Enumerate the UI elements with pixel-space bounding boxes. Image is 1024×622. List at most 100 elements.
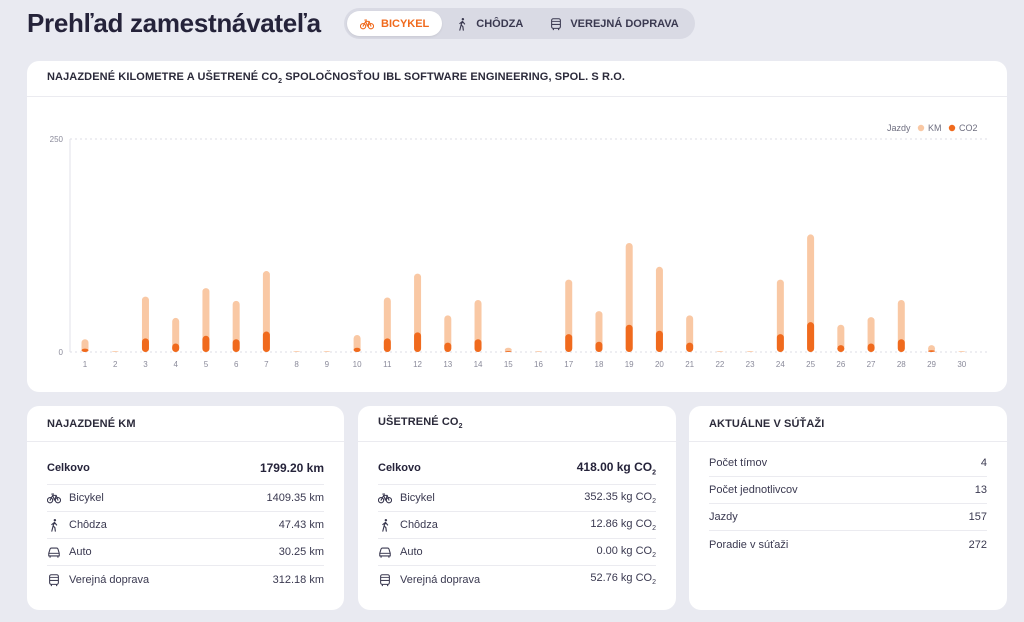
competition-row-value: 4 — [980, 457, 987, 469]
x-tick-label: 9 — [325, 360, 330, 369]
km-row-label: Auto — [69, 546, 92, 558]
co2-bar — [837, 345, 845, 352]
co2-unit-sub: 2 — [652, 498, 656, 506]
co2-row-bicycle: Bicykel 352.35 kg CO2 — [378, 485, 656, 512]
co2-bar — [565, 334, 573, 352]
x-tick-label: 20 — [655, 360, 664, 369]
km-row-car: Auto 30.25 km — [47, 539, 324, 566]
co2-total-row: Celkovo 418.00 kg CO2 — [378, 452, 656, 485]
x-tick-label: 7 — [264, 360, 269, 369]
km-card-header: Najazdené KM — [27, 406, 344, 442]
co2-card: Ušetrené CO2 Celkovo 418.00 kg CO2 Bicyk… — [358, 406, 676, 610]
co2-bar — [504, 351, 512, 352]
km-bar — [81, 339, 89, 352]
co2-row-value: 52.76 kg CO2 — [590, 572, 656, 586]
co2-total-label: Celkovo — [378, 462, 421, 474]
km-row-label: Chôdza — [69, 519, 107, 531]
x-tick-label: 8 — [294, 360, 299, 369]
competition-row-value: 157 — [968, 511, 987, 523]
km-row-value: 30.25 km — [278, 546, 324, 558]
co2-row-value: 12.86 kg CO2 — [590, 518, 656, 532]
x-tick-label: 16 — [534, 360, 543, 369]
tab-walking-label: Chôdza — [476, 17, 524, 30]
x-tick-label: 23 — [746, 360, 755, 369]
co2-title-part1: Ušetrené CO — [378, 416, 459, 429]
competition-row-label: Jazdy — [709, 511, 738, 523]
car-icon — [47, 545, 61, 559]
km-row-label: Verejná doprava — [69, 573, 150, 586]
legend-km-label: KM — [928, 123, 942, 133]
x-tick-label: 27 — [867, 360, 876, 369]
chart-title-sub: 2 — [278, 78, 283, 86]
transport-mode-tabs: Bicykel Chôdza Verejná doprava — [344, 8, 695, 39]
km-bar — [323, 351, 331, 352]
chart-title-part1: Najazdené kilometre a ušetrené CO — [47, 71, 279, 84]
bicycle-icon — [47, 491, 61, 505]
km-bar — [414, 273, 422, 352]
x-tick-label: 13 — [443, 360, 452, 369]
co2-bar — [595, 341, 603, 352]
chart-card-title: Najazdené kilometre a ušetrené CO2 spolo… — [47, 71, 625, 85]
km-bar — [655, 266, 663, 352]
x-tick-label: 6 — [234, 360, 239, 369]
x-tick-label: 30 — [957, 360, 966, 369]
km-bar — [111, 351, 119, 352]
tab-walking[interactable]: Chôdza — [442, 11, 536, 36]
tab-public-transport-label: Verejná doprava — [570, 17, 679, 30]
x-tick-label: 1 — [83, 360, 88, 369]
tab-bicycle[interactable]: Bicykel — [347, 11, 443, 36]
co2-title-sub: 2 — [458, 423, 463, 431]
co2-bar — [686, 342, 694, 352]
km-bar — [807, 234, 815, 352]
co2-unit-sub: 2 — [652, 579, 656, 587]
co2-bar — [81, 348, 89, 352]
co2-bar — [928, 350, 936, 352]
co2-bar — [141, 338, 149, 352]
x-tick-label: 12 — [413, 360, 422, 369]
km-bar — [958, 351, 966, 352]
co2-bar — [414, 332, 422, 352]
x-tick-label: 4 — [173, 360, 178, 369]
km-bar — [565, 279, 573, 352]
chart-title-part2: spoločnosťou IBL Software Engineering, s… — [282, 71, 626, 84]
co2-row-value: 352.35 kg CO2 — [584, 491, 656, 505]
co2-unit-sub: 2 — [652, 552, 656, 560]
co2-bar — [444, 342, 452, 352]
walking-icon — [378, 518, 392, 532]
legend-km-swatch — [917, 124, 925, 132]
tab-public-transport[interactable]: Verejná doprava — [536, 11, 691, 36]
competition-rows: Počet tímov 4 Počet jednotlivcov 13 Jazd… — [689, 442, 1007, 558]
km-total-row: Celkovo 1799.20 km — [47, 452, 324, 485]
bus-icon — [47, 573, 61, 587]
km-bar — [928, 345, 936, 352]
legend-co2-label: CO2 — [959, 123, 978, 133]
co2-row-label: Auto — [400, 546, 423, 558]
y-tick-label: 250 — [50, 135, 64, 144]
x-tick-label: 5 — [204, 360, 209, 369]
co2-bar — [655, 330, 663, 352]
km-bar — [746, 351, 754, 352]
km-row-label: Bicykel — [69, 492, 104, 504]
competition-card: Aktuálne v súťaži Počet tímov 4 Počet je… — [689, 406, 1007, 610]
km-bar — [202, 288, 210, 352]
km-row-public-transport: Verejná doprava 312.18 km — [47, 566, 324, 593]
km-bar — [262, 271, 270, 352]
bicycle-icon — [378, 491, 392, 505]
co2-row-car: Auto 0.00 kg CO2 — [378, 539, 656, 566]
chart-card: Najazdené kilometre a ušetrené CO2 spolo… — [27, 61, 1007, 392]
x-tick-label: 2 — [113, 360, 118, 369]
x-tick-label: 3 — [143, 360, 148, 369]
chart-card-header: Najazdené kilometre a ušetrené CO2 spolo… — [27, 61, 1007, 97]
km-card: Najazdené KM Celkovo 1799.20 km Bicykel … — [27, 406, 344, 610]
competition-card-header: Aktuálne v súťaži — [689, 406, 1007, 442]
km-row-value: 312.18 km — [272, 573, 324, 586]
x-tick-label: 14 — [474, 360, 483, 369]
km-bar — [837, 324, 845, 352]
competition-row-rank: Poradie v súťaži 272 — [709, 531, 987, 558]
co2-total-value: 418.00 kg CO2 — [577, 460, 656, 476]
competition-row-teams: Počet tímov 4 — [709, 450, 987, 477]
competition-row-value: 13 — [974, 484, 987, 496]
km-bar — [595, 311, 603, 352]
km-bar — [716, 351, 724, 352]
page-title: Prehľad zamestnávateľa — [27, 8, 321, 38]
